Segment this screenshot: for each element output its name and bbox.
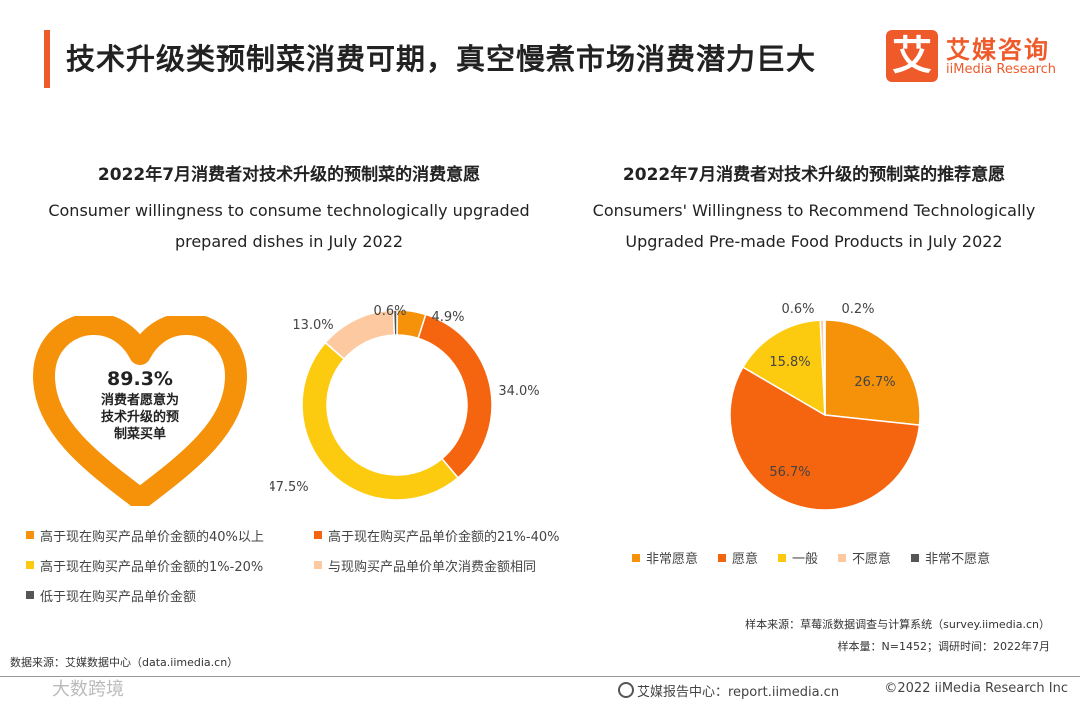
- slice-3: [301, 341, 460, 501]
- data-label-2: 56.7%: [769, 465, 810, 480]
- copyright: ©2022 iiMedia Research Inc: [884, 681, 1068, 696]
- donut-legend-item-2: 高于现在购买产品单价金额的21%-40%: [314, 526, 559, 545]
- legend-label: 低于现在购买产品单价金额: [40, 589, 197, 605]
- watermark-text: 大数跨境: [52, 679, 124, 700]
- pie-legend-item-1: 非常愿意: [632, 548, 698, 567]
- legend-label: 高于现在购买产品单价金额的40%以上: [40, 529, 264, 545]
- pie-legend-item-5: 非常不愿意: [911, 548, 990, 567]
- slice-1: [824, 319, 921, 426]
- left-chart-title-cn: 2022年7月消费者对技术升级的预制菜的消费意愿: [97, 165, 481, 185]
- pie-legend: 非常愿意 愿意 一般 不愿意 非常不愿意: [632, 548, 990, 567]
- data-label-4: 13.0%: [292, 318, 333, 333]
- data-label-1: 26.7%: [854, 375, 895, 390]
- sample-size-note: 样本量：N=1452；调研时间：2022年7月: [837, 640, 1050, 653]
- report-center-link[interactable]: 艾媒报告中心：report.iimedia.cn: [618, 681, 839, 700]
- donut-legend-item-3: 高于现在购买产品单价金额的1%-20%: [26, 556, 314, 575]
- legend-swatch: [26, 561, 34, 569]
- legend-label: 与现购买产品单价单次消费金额相同: [328, 559, 537, 575]
- page-title: 技术升级类预制菜消费可期，真空慢煮市场消费潜力巨大: [66, 42, 817, 76]
- legend-swatch: [314, 531, 322, 539]
- heart-caption-line1: 消费者愿意为: [100, 393, 179, 408]
- left-chart-title-en-line1: Consumer willingness to consume technolo…: [48, 201, 530, 220]
- pie-legend-item-3: 一般: [778, 548, 818, 567]
- data-label-5: 0.6%: [373, 304, 406, 319]
- legend-swatch: [911, 553, 920, 562]
- legend-swatch: [838, 553, 847, 562]
- legend-swatch: [718, 553, 727, 562]
- slice-3: [741, 319, 826, 417]
- logo-text-cn: 艾媒咨询: [946, 36, 1050, 64]
- legend-label: 愿意: [732, 552, 759, 567]
- donut-legend-item-4: 与现购买产品单价单次消费金额相同: [314, 556, 536, 575]
- right-chart-title-en: Consumers' Willingness to Recommend Tech…: [560, 195, 1068, 257]
- legend-swatch: [632, 553, 640, 562]
- donut-legend-item-5: 低于现在购买产品单价金额: [26, 586, 314, 605]
- globe-icon: [618, 682, 634, 698]
- legend-label: 不愿意: [852, 552, 892, 567]
- heart-value: 89.3%: [107, 368, 173, 390]
- pie-legend-item-4: 不愿意: [838, 548, 891, 567]
- heart-icon: [33, 316, 247, 506]
- heart-caption-line2: 技术升级的预: [100, 410, 179, 425]
- slice-2: [417, 313, 493, 479]
- left-chart-heading: 2022年7月消费者对技术升级的预制菜的消费意愿 Consumer willin…: [38, 160, 540, 257]
- title-accent-bar: [44, 30, 50, 88]
- data-label-4: 0.6%: [781, 302, 814, 317]
- legend-label: 高于现在购买产品单价金额的1%-20%: [40, 559, 264, 575]
- data-label-2: 34.0%: [498, 384, 539, 399]
- data-label-3: 47.5%: [270, 480, 309, 495]
- slice-5: [823, 319, 826, 416]
- legend-label: 非常愿意: [646, 552, 699, 567]
- iimedia-logo-icon: 艾: [886, 30, 938, 82]
- data-source-note: 数据来源：艾媒数据中心（data.iimedia.cn）: [10, 656, 239, 669]
- logo-text-en: iiMedia Research: [946, 62, 1057, 77]
- survey-source-note: 样本来源：草莓派数据调查与计算系统（survey.iimedia.cn）: [745, 618, 1050, 631]
- report-center-text: 艾媒报告中心：report.iimedia.cn: [637, 685, 840, 700]
- legend-swatch: [26, 531, 34, 539]
- right-chart-heading: 2022年7月消费者对技术升级的预制菜的推荐意愿 Consumers' Will…: [560, 160, 1068, 257]
- donut-legend-item-1: 高于现在购买产品单价金额的40%以上: [26, 526, 314, 545]
- legend-swatch: [778, 553, 787, 562]
- right-chart-title-en-line1: Consumers' Willingness to Recommend Tech…: [592, 201, 1036, 220]
- legend-label: 一般: [792, 552, 819, 567]
- donut-chart: 4.9% 34.0% 47.5% 13.0% 0.6%: [270, 304, 540, 501]
- slice-2: [729, 366, 921, 511]
- left-chart-title-en: Consumer willingness to consume technolo…: [38, 195, 540, 257]
- legend-label: 高于现在购买产品单价金额的21%-40%: [328, 529, 560, 545]
- data-label-1: 4.9%: [431, 310, 464, 325]
- legend-label: 非常不愿意: [925, 552, 991, 567]
- slice-5: [392, 309, 398, 336]
- left-chart-title-en-line2: prepared dishes in July 2022: [174, 232, 404, 251]
- footer-divider: [0, 676, 1080, 677]
- heart-caption: 89.3% 消费者愿意为 技术升级的预 制菜买单: [70, 368, 210, 443]
- heart-graphic: [33, 316, 247, 506]
- right-chart-title-en-line2: Upgraded Pre-made Food Products in July …: [625, 232, 1003, 251]
- data-label-3: 15.8%: [769, 355, 810, 370]
- right-chart-title-cn: 2022年7月消费者对技术升级的预制菜的推荐意愿: [622, 165, 1006, 185]
- donut-legend: 高于现在购买产品单价金额的40%以上 高于现在购买产品单价金额的21%-40% 高于…: [26, 520, 606, 610]
- data-label-5: 0.2%: [841, 302, 874, 317]
- legend-swatch: [314, 561, 322, 569]
- heart-caption-line3: 制菜买单: [113, 427, 166, 442]
- legend-swatch: [26, 591, 34, 599]
- pie-chart: 26.7% 56.7% 15.8% 0.6% 0.2%: [729, 302, 921, 511]
- pie-legend-item-2: 愿意: [718, 548, 758, 567]
